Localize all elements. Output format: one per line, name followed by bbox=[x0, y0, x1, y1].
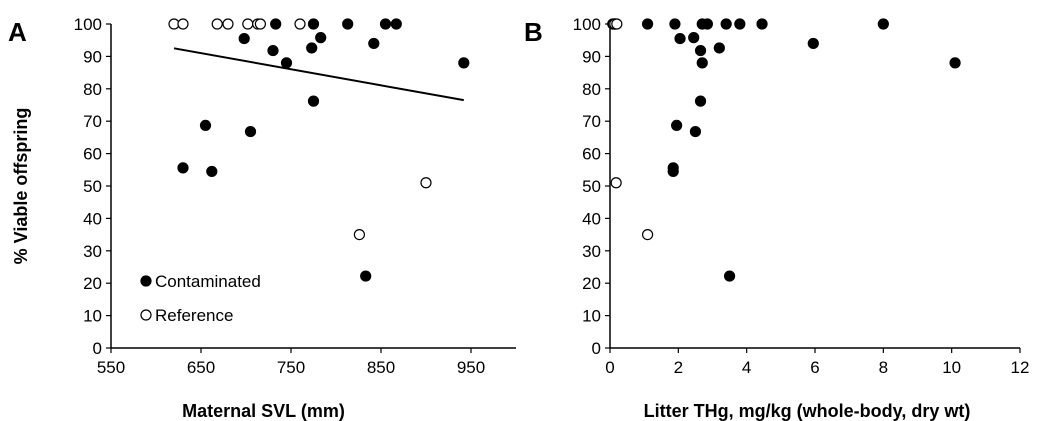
x-axis-title: Litter THg, mg/kg (whole-body, dry wt) bbox=[644, 401, 971, 421]
contaminated-point bbox=[689, 125, 702, 138]
y-tick-label: 80 bbox=[83, 80, 102, 99]
panel-label: B bbox=[524, 17, 543, 47]
reference-point bbox=[222, 18, 234, 30]
contaminated-point bbox=[696, 57, 708, 69]
contaminated-point bbox=[671, 119, 683, 132]
reference-point bbox=[242, 18, 254, 30]
contaminated-point bbox=[342, 18, 354, 30]
reference-point bbox=[177, 18, 189, 30]
contaminated-point bbox=[360, 270, 372, 282]
reference-point bbox=[610, 177, 622, 189]
legend-marker-contaminated bbox=[140, 275, 152, 287]
reference-point bbox=[254, 18, 266, 30]
x-tick-label: 0 bbox=[605, 358, 614, 377]
contaminated-point bbox=[701, 18, 713, 30]
contaminated-point bbox=[669, 18, 681, 30]
contaminated-point bbox=[694, 44, 707, 57]
contaminated-point bbox=[458, 57, 470, 69]
y-tick-label: 70 bbox=[83, 112, 102, 131]
y-tick-label: 20 bbox=[83, 274, 102, 293]
panel-b: 0 10 20 30 40 50 60 70 80 90 100 0 2 4 6 8 10 12 Litter TH… bbox=[524, 15, 1029, 421]
contaminated-point bbox=[667, 165, 679, 178]
y-tick-label: 50 bbox=[582, 177, 601, 196]
contaminated-point bbox=[307, 18, 320, 30]
y-tick-label: 0 bbox=[93, 339, 102, 358]
y-tick-label: 30 bbox=[582, 242, 601, 261]
contaminated-point bbox=[280, 57, 293, 69]
reference-point bbox=[294, 18, 306, 30]
contaminated-point bbox=[199, 119, 212, 132]
contaminated-point bbox=[270, 18, 282, 30]
legend-label-reference: Reference bbox=[155, 306, 233, 325]
legend-marker-reference bbox=[140, 309, 152, 321]
y-tick-label: 80 bbox=[582, 80, 601, 99]
panel-a: 0 10 20 30 40 50 60 70 80 90 100 550 650 750 850 950 Mat… bbox=[8, 15, 516, 421]
contaminated-point bbox=[641, 18, 654, 30]
y-tick-label: 50 bbox=[83, 177, 102, 196]
legend-label-contaminated: Contaminated bbox=[155, 272, 261, 291]
y-tick-label: 100 bbox=[74, 15, 102, 34]
y-tick-label: 20 bbox=[582, 274, 601, 293]
y-tick-label: 40 bbox=[83, 209, 102, 228]
reference-point bbox=[353, 229, 365, 241]
x-tick-label: 650 bbox=[187, 358, 215, 377]
trendline bbox=[173, 47, 464, 102]
y-tick-label: 60 bbox=[582, 145, 601, 164]
contaminated-point bbox=[177, 162, 189, 174]
y-tick-label: 10 bbox=[582, 307, 601, 326]
contaminated-point bbox=[379, 18, 392, 30]
x-tick-label: 750 bbox=[277, 358, 305, 377]
contaminated-point bbox=[756, 18, 768, 30]
y-tick-label: 10 bbox=[83, 307, 102, 326]
contaminated-point bbox=[238, 32, 250, 45]
reference-point bbox=[611, 18, 623, 30]
contaminated-point bbox=[713, 42, 725, 54]
y-tick-label: 30 bbox=[83, 242, 102, 261]
x-tick-label: 2 bbox=[674, 358, 683, 377]
x-axis-title: Maternal SVL (mm) bbox=[182, 401, 345, 421]
contaminated-point bbox=[267, 44, 279, 57]
x-tick-label: 8 bbox=[879, 358, 888, 377]
contaminated-point bbox=[244, 125, 257, 138]
y-tick-label: 40 bbox=[582, 209, 601, 228]
contaminated-point bbox=[723, 270, 736, 282]
y-axis-title: % Viable offspring bbox=[11, 108, 31, 265]
reference-point bbox=[641, 229, 654, 241]
contaminated-point bbox=[877, 18, 889, 30]
contaminated-point bbox=[720, 18, 732, 30]
panel-label: A bbox=[8, 17, 27, 47]
y-tick-label: 90 bbox=[582, 47, 601, 66]
contaminated-point bbox=[949, 57, 961, 69]
reference-point bbox=[420, 177, 432, 189]
y-tick-label: 60 bbox=[83, 145, 102, 164]
y-tick-label: 90 bbox=[83, 47, 102, 66]
contaminated-point bbox=[674, 32, 686, 45]
contaminated-point bbox=[307, 95, 320, 107]
x-tick-label: 4 bbox=[742, 358, 751, 377]
x-tick-label: 850 bbox=[367, 358, 395, 377]
x-tick-label: 6 bbox=[810, 358, 819, 377]
contaminated-point bbox=[315, 32, 327, 44]
x-tick-label: 950 bbox=[457, 358, 485, 377]
y-tick-label: 70 bbox=[582, 112, 601, 131]
y-tick-label: 100 bbox=[573, 15, 601, 34]
x-tick-label: 10 bbox=[942, 358, 961, 377]
x-tick-label: 550 bbox=[97, 358, 125, 377]
contaminated-point bbox=[368, 37, 380, 50]
contaminated-point bbox=[390, 18, 402, 30]
x-tick-label: 12 bbox=[1011, 358, 1030, 377]
contaminated-point bbox=[734, 18, 746, 30]
contaminated-point bbox=[688, 32, 700, 44]
contaminated-point bbox=[694, 95, 707, 107]
contaminated-point bbox=[306, 42, 318, 54]
contaminated-point bbox=[206, 165, 218, 178]
contaminated-point bbox=[807, 37, 819, 50]
reference-point bbox=[211, 18, 223, 30]
y-tick-label: 0 bbox=[592, 339, 601, 358]
